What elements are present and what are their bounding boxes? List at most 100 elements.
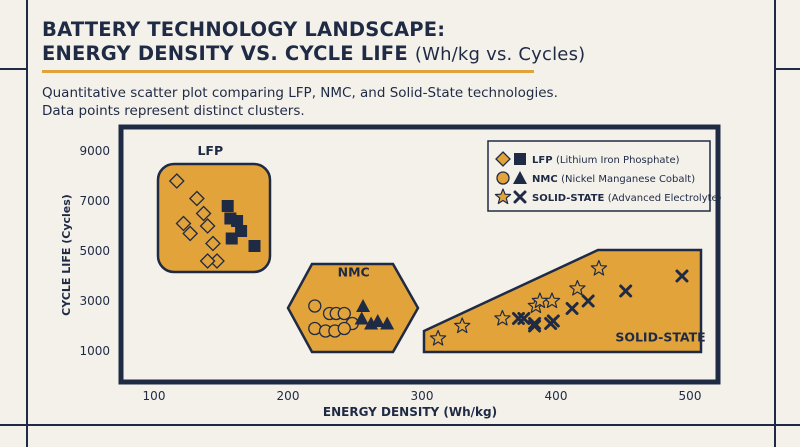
point-triangle [380,316,395,330]
point-cross [528,317,542,330]
point-star [590,259,608,276]
legend-cross-icon [513,190,527,204]
y-axis-label: CYCLE LIFE (Cycles) [60,194,73,316]
frame-line-right-top [774,68,800,70]
x-tick-label: 400 [545,389,568,403]
legend-label-detail: (Nickel Manganese Cobalt) [561,174,695,185]
legend-diamond-icon [495,151,511,167]
series-solid-state-star [429,259,608,346]
point-cross [544,317,558,330]
legend-item-lfp: LFP (Lithium Iron Phosphate) [495,151,680,167]
subtitle-line-2: Data points represent distinct clusters. [42,103,305,119]
point-diamond [168,173,185,189]
cross-stroke [675,269,689,283]
cluster-label-nmc: NMC [338,264,370,279]
point-diamond [199,253,216,269]
cross-stroke [565,302,579,315]
legend-label-bold: LFP [532,155,556,166]
point-cross [528,319,542,333]
cross-stroke [528,319,542,333]
point-cross [581,294,595,308]
point-diamond [182,225,199,242]
point-circle [337,306,351,321]
page-title-units: (Wh/kg vs. Cycles) [414,44,586,65]
point-diamond [195,205,212,222]
point-square [235,225,248,237]
legend: LFP (Lithium Iron Phosphate) NMC (Nickel … [487,140,722,212]
legend-label-bold: NMC [532,174,561,185]
cross-stroke [517,312,531,325]
point-square [225,232,238,245]
solid-state-region [422,248,703,354]
point-circle [308,299,322,313]
y-tick-label: 3000 [79,294,110,308]
frame-line-right [774,0,776,447]
series-lfp-diamond [168,173,225,269]
point-triangle [354,311,369,325]
subtitle-line-1: Quantitative scatter plot comparing LFP,… [42,85,558,101]
data-points [168,173,689,346]
legend-triangle-icon [513,171,527,184]
legend-circle-icon [496,171,510,185]
point-cross [517,312,531,325]
point-diamond [205,235,221,252]
legend-label-detail: (Advanced Electrolyte) [608,193,722,204]
cluster-label-solid-state: SOLID-STATE [615,329,705,344]
x-tick-label: 100 [143,389,166,403]
page-subtitle: Quantitative scatter plot comparing LFP,… [42,84,602,120]
frame-line-left [26,0,28,447]
point-star [454,317,471,334]
point-diamond [188,190,205,207]
frame-line-bottom [0,424,800,426]
point-star [429,329,447,346]
point-cross [675,269,689,283]
cross-stroke [513,190,527,204]
legend-star-icon [494,188,512,205]
header: BATTERY TECHNOLOGY LANDSCAPE: ENERGY DEN… [42,18,585,73]
y-tick-label: 9000 [79,144,110,158]
point-cross [619,284,633,298]
page-title-line-1: BATTERY TECHNOLOGY LANDSCAPE: [42,18,446,41]
y-tick-label: 1000 [79,344,110,358]
series-nmc-circle [308,299,359,338]
legend-label: SOLID-STATE (Advanced Electrolyte) [532,193,722,204]
point-diamond [175,215,192,232]
cross-stroke [581,294,595,308]
x-tick-label: 200 [277,389,300,403]
legend-label-detail: (Lithium Iron Phosphate) [556,155,680,166]
point-triangle [370,314,385,327]
point-triangle [356,299,371,312]
legend-label: NMC (Nickel Manganese Cobalt) [532,174,695,185]
legend-item-ss: SOLID-STATE (Advanced Electrolyte) [494,188,722,205]
legend-item-nmc: NMC (Nickel Manganese Cobalt) [496,171,695,185]
series-lfp-square [221,200,261,252]
cross-stroke [544,317,558,330]
point-circle [337,321,351,336]
page-title-bold: ENERGY DENSITY VS. CYCLE LIFE [42,42,408,65]
point-square [221,200,234,212]
point-star [531,292,549,309]
cluster-regions [156,162,703,354]
series-solid-state-cross [511,269,689,333]
legend-label-bold: SOLID-STATE [532,193,608,204]
y-tick-label: 7000 [79,194,110,208]
point-diamond [199,218,216,234]
point-star [569,279,586,296]
title-underline [42,70,534,73]
x-axis-label: ENERGY DENSITY (Wh/kg) [323,405,497,419]
legend-box [487,140,711,212]
series-nmc-triangle [354,299,395,330]
cross-stroke [528,317,542,330]
y-tick-label: 5000 [79,244,110,258]
page-title-line-2: ENERGY DENSITY VS. CYCLE LIFE (Wh/kg vs.… [42,42,585,67]
point-cross [565,302,579,315]
cluster-labels: LFP NMC SOLID-STATE [197,143,705,344]
point-star [494,309,511,326]
point-square [248,240,261,252]
point-circle [308,321,322,336]
frame-line-top [0,68,26,70]
legend-square-icon [514,153,526,165]
lfp-region [156,162,272,274]
cross-stroke [619,284,633,298]
